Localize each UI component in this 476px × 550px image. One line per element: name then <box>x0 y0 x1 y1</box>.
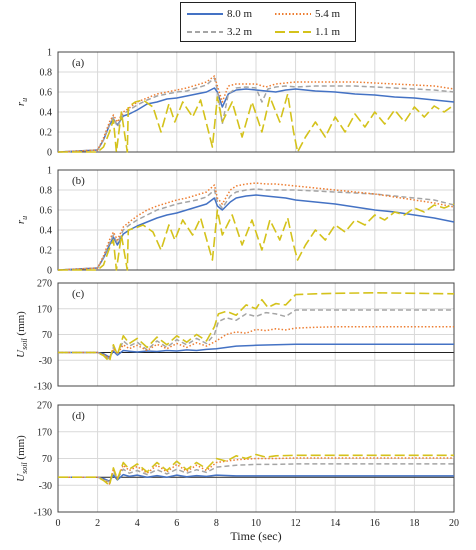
legend-item-3-2m: 3.2 m <box>187 24 252 40</box>
x-tick-label: 10 <box>251 518 261 529</box>
x-axis-label: Time (sec) <box>230 529 281 543</box>
y-axis-label-sub: soil <box>20 338 29 350</box>
y-axis-label-unit: (mm) <box>15 311 27 339</box>
panel-label: (b) <box>72 175 85 187</box>
y-tick-label: 0.2 <box>40 246 53 257</box>
y-tick-label: 170 <box>37 304 52 315</box>
y-tick-label: 70 <box>42 454 52 465</box>
y-axis-label-main: r <box>15 219 27 224</box>
y-tick-label: -30 <box>39 481 52 492</box>
x-tick-label: 14 <box>330 518 340 529</box>
y-axis-label: Usoil (mm) <box>15 435 29 482</box>
x-tick-label: 0 <box>56 518 61 529</box>
y-tick-label: 170 <box>37 427 52 438</box>
series-line-8-0-m <box>58 473 454 482</box>
y-axis-label-sub: u <box>20 216 29 220</box>
y-tick-label: 70 <box>42 330 52 341</box>
y-tick-label: 1 <box>47 48 52 59</box>
y-axis-label: Usoil (mm) <box>15 311 29 358</box>
panel-a <box>57 51 455 153</box>
legend-label-1-1m: 1.1 m <box>315 26 341 38</box>
y-tick-label: 270 <box>37 401 52 412</box>
series-line-1-1-m <box>58 453 454 487</box>
legend: 8.0 m 5.4 m 3.2 m 1.1 m <box>180 2 356 42</box>
legend-item-8m: 8.0 m <box>187 6 252 22</box>
x-tick-label: 8 <box>214 518 219 529</box>
plot-frame <box>57 282 455 387</box>
x-tick-label: 2 <box>95 518 100 529</box>
x-tick-label: 16 <box>370 518 380 529</box>
y-tick-label: -130 <box>34 382 52 393</box>
y-axis-label-main: U <box>15 473 27 482</box>
y-tick-label: 0.6 <box>40 88 53 99</box>
series-line-1-1-m <box>58 291 455 363</box>
y-tick-label: 0.4 <box>40 226 53 237</box>
series-line-1-1-m <box>58 203 455 271</box>
x-tick-label: 18 <box>409 518 419 529</box>
panel-label: (a) <box>72 57 85 69</box>
x-tick-label: 20 <box>449 518 459 529</box>
legend-label-5-4m: 5.4 m <box>315 8 341 20</box>
series-line-5-4-m <box>57 182 455 271</box>
series-line-3-2-m <box>58 309 454 360</box>
panel-b <box>57 169 455 271</box>
y-tick-label: 1 <box>47 166 52 177</box>
y-axis-label-main: U <box>15 349 27 358</box>
legend-label-3-2m: 3.2 m <box>227 26 253 38</box>
series-line-1-1-m <box>58 93 455 153</box>
y-tick-label: 0.4 <box>40 108 53 119</box>
x-tick-label: 6 <box>174 518 179 529</box>
x-tick-label: 4 <box>135 518 140 529</box>
y-tick-label: 0.2 <box>40 128 53 139</box>
legend-label-8m: 8.0 m <box>227 8 253 20</box>
legend-item-5-4m: 5.4 m <box>275 6 340 22</box>
y-tick-label: 0 <box>47 148 52 159</box>
panel-label: (d) <box>72 410 85 422</box>
panel-d <box>57 404 455 513</box>
y-axis-label: ru <box>15 216 29 224</box>
plot-frame <box>57 169 455 271</box>
y-tick-label: 0.8 <box>40 68 53 79</box>
y-axis-label-sub: u <box>20 98 29 102</box>
y-tick-label: 0.6 <box>40 206 53 217</box>
y-axis-label-unit: (mm) <box>15 435 27 463</box>
y-tick-label: 270 <box>37 279 52 290</box>
panel-label: (c) <box>72 288 85 300</box>
series-line-5-4-m <box>58 326 454 359</box>
series-line-3-2-m <box>57 188 455 271</box>
y-tick-label: -30 <box>39 356 52 367</box>
y-tick-label: 0.8 <box>40 186 53 197</box>
y-tick-label: 0 <box>47 266 52 277</box>
legend-item-1-1m: 1.1 m <box>275 24 340 40</box>
y-axis-label: ru <box>15 98 29 106</box>
y-tick-label: -130 <box>34 508 52 519</box>
y-axis-label-main: r <box>15 101 27 106</box>
series-line-8-0-m <box>58 343 454 358</box>
x-tick-label: 12 <box>291 518 301 529</box>
panel-c <box>57 282 455 387</box>
y-axis-label-sub: soil <box>20 462 29 474</box>
series-line-3-2-m <box>57 77 455 153</box>
series-line-5-4-m <box>57 75 455 153</box>
